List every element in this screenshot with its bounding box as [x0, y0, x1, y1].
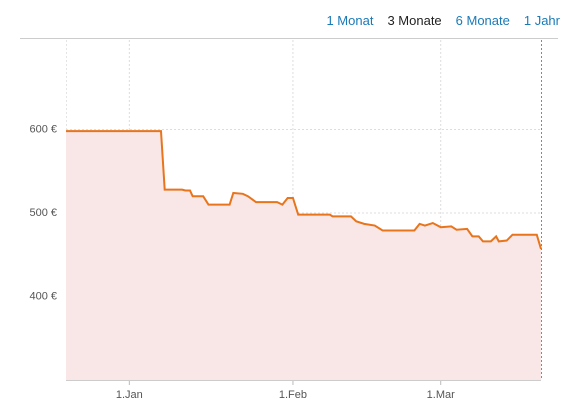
range-tabs: 1 Monat 3 Monate 6 Monate 1 Jahr: [326, 13, 560, 28]
range-tab[interactable]: 1 Monat: [326, 13, 374, 28]
area-fill: [66, 131, 541, 380]
y-tick-label: 500 €: [29, 207, 57, 219]
x-tick-label: 1.Feb: [279, 389, 307, 401]
range-tab[interactable]: 3 Monate: [387, 13, 442, 28]
y-tick-label: 600 €: [29, 123, 57, 135]
y-tick-label: 400 €: [29, 290, 57, 302]
range-tab[interactable]: 1 Jahr: [523, 13, 560, 28]
range-tab[interactable]: 6 Monate: [455, 13, 510, 28]
price-line: [66, 130, 542, 250]
x-tick-label: 1.Jan: [116, 389, 143, 401]
x-tick-label: 1.Mar: [427, 389, 455, 401]
